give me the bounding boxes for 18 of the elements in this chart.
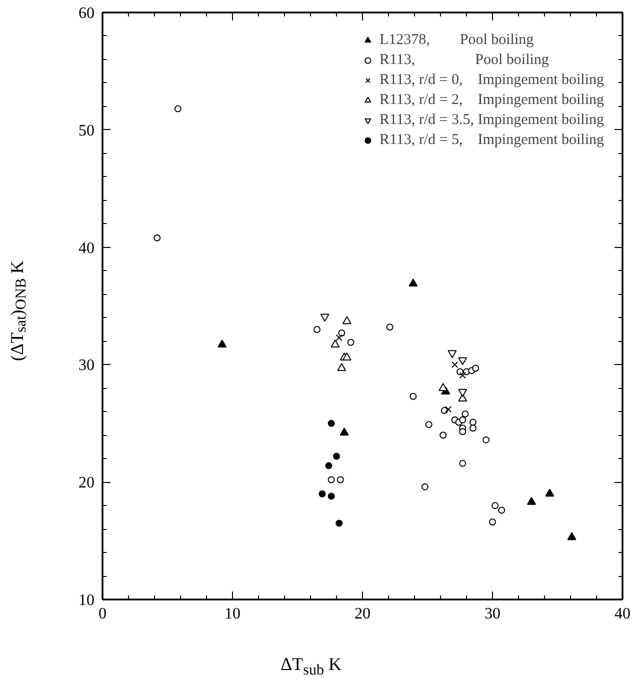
x-tick-label: 20 [354, 606, 370, 622]
x-tick-label: 40 [614, 606, 630, 622]
legend-label: R113, r/d = 5, Impingement boiling [379, 131, 604, 149]
y-tick-label: 60 [78, 5, 94, 22]
legend-label: L12378, Pool boiling [379, 31, 534, 49]
legend-label: R113, Pool boiling [379, 51, 549, 69]
x-axis-title: ΔT$_{sub}$ K [280, 653, 342, 681]
legend-label: R113, r/d = 0, Impingement boiling [379, 71, 604, 89]
legend-label: R113, r/d = 2, Impingement boiling [379, 91, 604, 109]
x-tick-label: 30 [484, 606, 500, 622]
x-tick-label: 0 [98, 606, 106, 622]
y-tick-label: 40 [78, 240, 94, 257]
y-tick-label: 20 [78, 474, 94, 492]
x-tick-label: 10 [224, 606, 240, 622]
y-tick-label: 30 [78, 357, 94, 374]
y-tick-label: 10 [78, 592, 94, 609]
legend-label: R113, r/d = 3.5, Impingement boiling [379, 111, 604, 129]
y-tick-label: 50 [78, 122, 94, 140]
